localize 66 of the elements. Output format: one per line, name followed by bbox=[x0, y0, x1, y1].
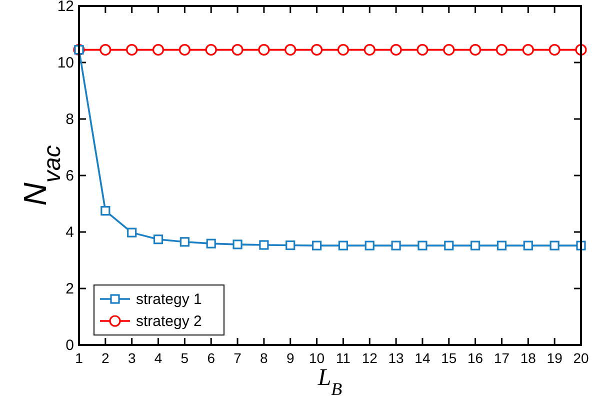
point bbox=[100, 206, 110, 216]
x-tick-label: 5 bbox=[180, 350, 189, 366]
y-tick-label: 8 bbox=[66, 111, 74, 128]
x-tick-label: 17 bbox=[494, 350, 510, 366]
x-tick-label: 2 bbox=[102, 350, 110, 366]
point bbox=[390, 44, 402, 56]
y-tick-label: 4 bbox=[66, 224, 74, 241]
point bbox=[364, 240, 374, 250]
x-tick-label: 14 bbox=[414, 350, 430, 366]
point bbox=[523, 240, 533, 250]
y-tick-label: 2 bbox=[66, 280, 74, 298]
point bbox=[496, 44, 508, 56]
point bbox=[178, 44, 190, 56]
point bbox=[418, 240, 428, 250]
legend-label: strategy 1 bbox=[136, 291, 202, 308]
point bbox=[364, 44, 376, 56]
point bbox=[337, 44, 350, 56]
point bbox=[496, 240, 507, 250]
point bbox=[522, 44, 534, 56]
point bbox=[180, 237, 190, 247]
x-axis-title: L$_{B}$ bbox=[316, 365, 342, 399]
point bbox=[153, 234, 164, 244]
point bbox=[444, 240, 454, 250]
point bbox=[470, 44, 482, 56]
point bbox=[232, 44, 244, 56]
y-tick-label: 6 bbox=[66, 168, 74, 184]
x-tick-label: 3 bbox=[128, 350, 136, 366]
point bbox=[284, 44, 296, 56]
x-tick-label: 18 bbox=[520, 350, 536, 366]
y-tick-label: 10 bbox=[57, 54, 74, 72]
x-tick-label: 4 bbox=[154, 350, 162, 366]
point bbox=[206, 238, 216, 248]
point bbox=[416, 44, 428, 56]
point bbox=[310, 44, 323, 56]
legend-label: strategy 2 bbox=[136, 313, 202, 330]
x-tick-label: 12 bbox=[362, 350, 378, 366]
point bbox=[127, 228, 137, 238]
point bbox=[258, 44, 270, 56]
point bbox=[286, 240, 296, 250]
point bbox=[391, 240, 401, 250]
x-tick-label: 9 bbox=[286, 350, 294, 366]
point bbox=[312, 240, 322, 250]
point bbox=[470, 240, 480, 250]
point bbox=[232, 240, 242, 250]
point bbox=[205, 44, 217, 56]
x-tick-label: 1 bbox=[75, 350, 84, 366]
y-tick-label: 0 bbox=[66, 337, 74, 354]
x-tick-label: 7 bbox=[234, 350, 242, 366]
point bbox=[126, 44, 138, 56]
point bbox=[338, 240, 348, 250]
x-tick-label: 20 bbox=[573, 350, 589, 366]
x-tick-label: 11 bbox=[336, 350, 351, 366]
point bbox=[100, 44, 112, 56]
point bbox=[152, 44, 164, 56]
point bbox=[259, 240, 269, 250]
x-tick-label: 16 bbox=[468, 350, 484, 366]
x-tick-label: 10 bbox=[309, 350, 325, 366]
point bbox=[548, 44, 560, 56]
y-tick-label: 12 bbox=[57, 0, 74, 15]
point bbox=[550, 240, 560, 250]
x-tick-label: 13 bbox=[388, 350, 404, 366]
x-tick-label: 6 bbox=[207, 350, 216, 366]
point bbox=[443, 44, 455, 56]
x-tick-label: 15 bbox=[441, 350, 457, 366]
x-tick-label: 19 bbox=[546, 350, 563, 366]
x-tick-label: 8 bbox=[260, 350, 268, 366]
